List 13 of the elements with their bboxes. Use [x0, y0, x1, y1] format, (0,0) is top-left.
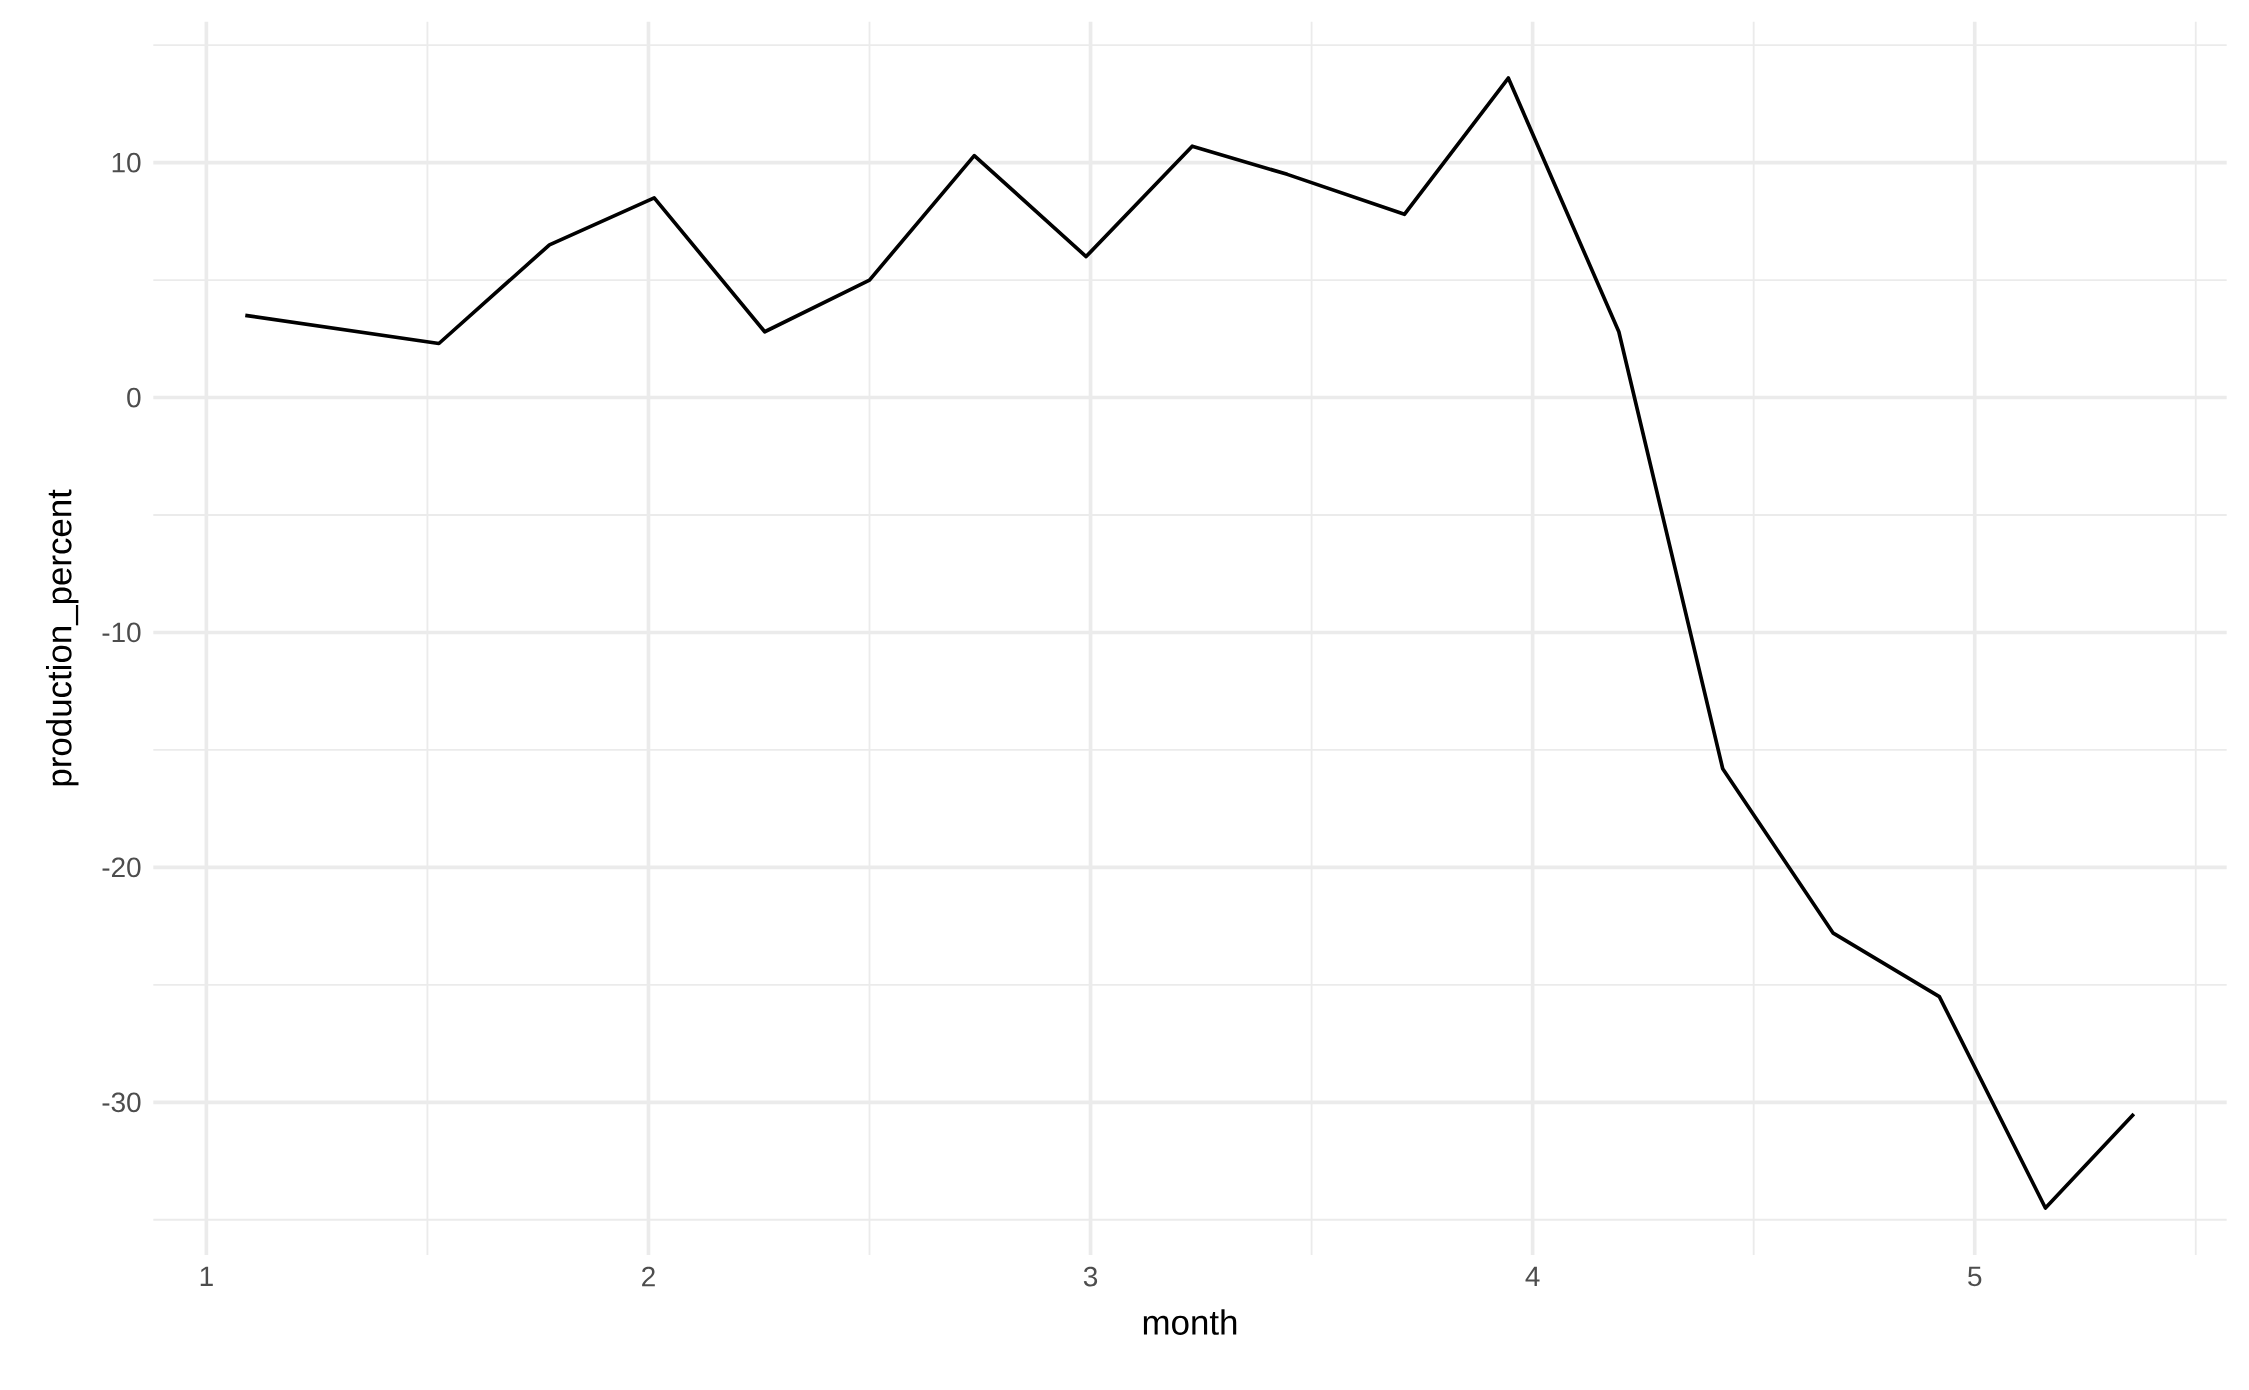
x-tick-label: 4 [1525, 1266, 1540, 1286]
y-tick-label: 10 [112, 152, 141, 173]
y-axis-title: production_percent [45, 489, 79, 786]
y-tick-label: -10 [102, 622, 141, 643]
line-series [243, 76, 2136, 1210]
y-tick-label: -30 [102, 1092, 141, 1113]
x-tick-label: 3 [1083, 1266, 1098, 1287]
x-axis-title: month [1143, 1309, 1237, 1335]
x-tick-label: 1 [200, 1266, 213, 1286]
y-tick-label: 0 [127, 387, 141, 408]
x-tick-label: 2 [642, 1266, 655, 1287]
y-tick-label: -20 [102, 857, 141, 878]
x-tick-label: 5 [1968, 1266, 1982, 1287]
